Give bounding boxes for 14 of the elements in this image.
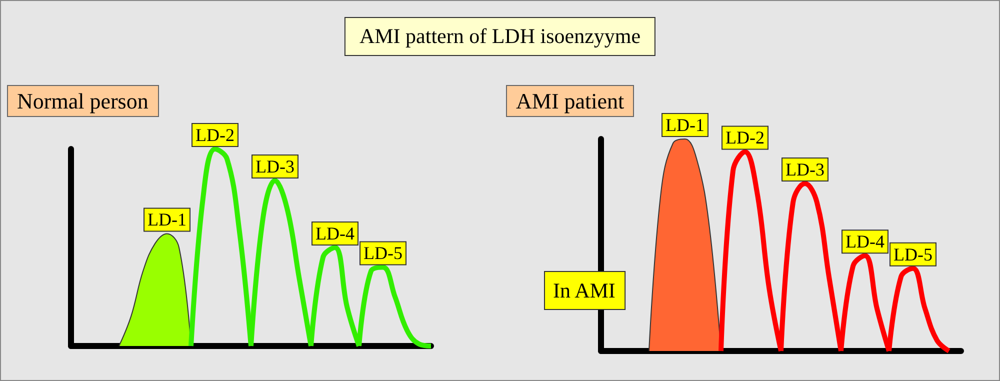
series-label: LD-1 <box>666 115 704 135</box>
series-label: LD-2 <box>726 128 764 148</box>
series-label: LD-3 <box>786 160 824 180</box>
series-label: LD-5 <box>894 244 932 264</box>
series-label: LD-5 <box>364 243 402 264</box>
series-label: LD-2 <box>196 125 234 145</box>
series-label: LD-1 <box>148 210 186 230</box>
text: AMI pattern of LDH isoenzyyme <box>344 17 656 56</box>
series-label: LD-4 <box>316 224 354 244</box>
series-label: LD-3 <box>256 156 294 177</box>
chart-title: Normal person <box>17 88 148 114</box>
chart-title: AMI patient <box>516 88 624 114</box>
series-label: LD-4 <box>846 232 884 252</box>
annotation: In AMI <box>553 278 616 302</box>
